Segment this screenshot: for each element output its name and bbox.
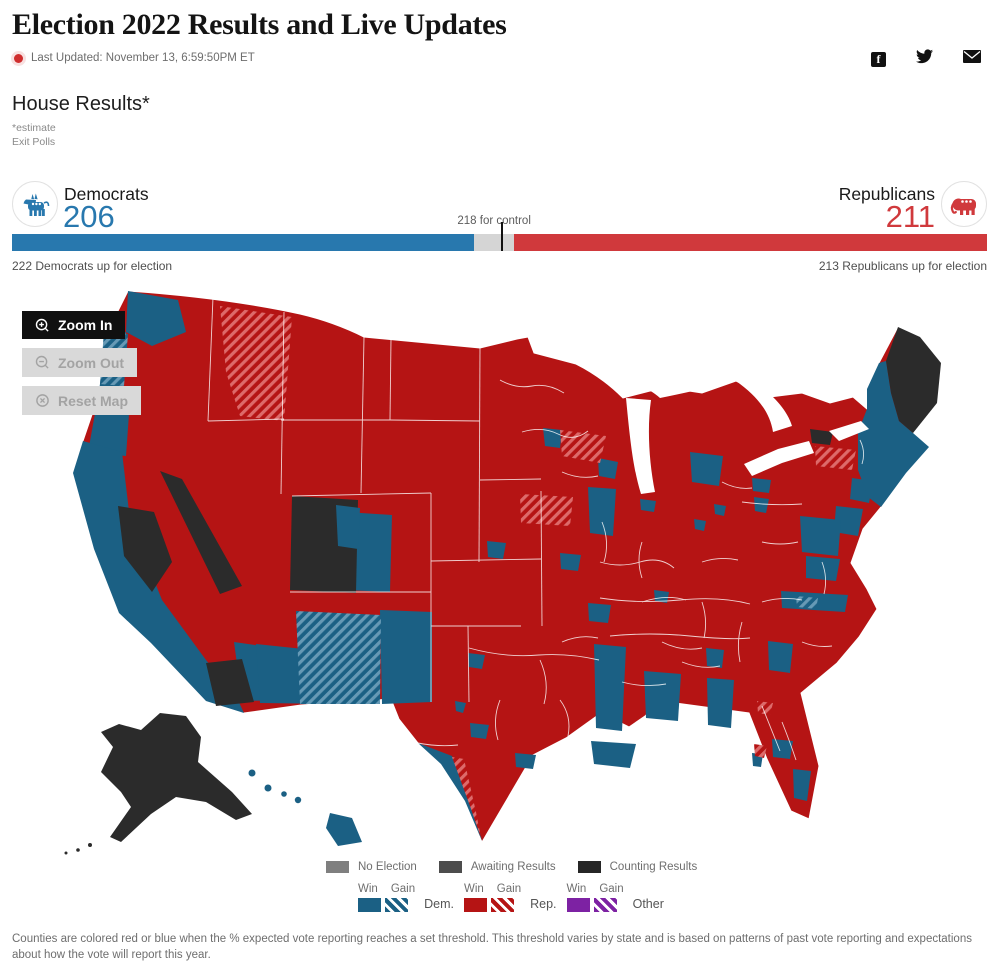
map-republican-gain-districts	[220, 306, 856, 838]
reset-map-icon	[36, 394, 49, 407]
map-legend: No Election Awaiting Results Counting Re…	[326, 861, 719, 912]
zoom-in-button[interactable]: Zoom In	[22, 311, 126, 339]
republicans-label: Republicans	[838, 184, 935, 204]
democrats-label: Democrats	[64, 184, 149, 204]
zoom-out-label: Zoom Out	[58, 354, 125, 371]
facebook-icon[interactable]: f	[871, 51, 886, 67]
republican-bar-segment	[514, 234, 987, 251]
twitter-icon[interactable]	[916, 49, 933, 69]
us-house-map[interactable]	[0, 283, 993, 860]
social-share-bar: f	[871, 49, 981, 69]
page-title: Election 2022 Results and Live Updates	[12, 8, 507, 41]
email-icon[interactable]	[963, 50, 981, 68]
dem-legend-label: Dem.	[424, 897, 454, 911]
dem-win-swatch	[358, 898, 381, 912]
us-house-map-container	[0, 283, 993, 860]
legend-rep: Win Gain Rep.	[463, 883, 557, 912]
republicans-up-for-election: 213 Republicans up for election	[818, 259, 987, 273]
other-win-label: Win	[566, 883, 587, 895]
rep-win-label: Win	[463, 883, 484, 895]
legend-awaiting-results: Awaiting Results	[438, 861, 556, 873]
other-gain-label: Gain	[599, 883, 624, 895]
reset-map-button[interactable]: Reset Map	[22, 386, 142, 415]
control-threshold-label: 218 for control	[457, 215, 531, 227]
awaiting-results-label: Awaiting Results	[470, 861, 556, 873]
no-election-label: No Election	[358, 861, 417, 873]
other-win-swatch	[566, 898, 590, 912]
section-title: House Results*	[12, 93, 150, 115]
republican-avatar	[941, 181, 987, 227]
map-alaska	[64, 713, 252, 855]
map-utah-blue-district	[336, 505, 360, 549]
dem-gain-label: Gain	[390, 883, 416, 895]
last-updated-row: Last Updated: November 13, 6:59:50PM ET	[14, 52, 255, 64]
democrat-avatar	[12, 181, 58, 227]
control-threshold-tick	[500, 222, 503, 251]
legend-other: Win Gain Other	[566, 883, 664, 912]
elephant-icon	[950, 198, 976, 215]
zoom-out-button[interactable]: Zoom Out	[22, 348, 138, 377]
zoom-out-icon	[35, 355, 49, 369]
legend-status-row: No Election Awaiting Results Counting Re…	[326, 861, 719, 873]
rep-gain-swatch	[490, 898, 514, 912]
donkey-icon	[23, 193, 50, 216]
awaiting-results-swatch	[438, 861, 462, 873]
map-hawaii	[248, 769, 362, 846]
legend-counting-results: Counting Results	[577, 861, 698, 873]
rep-gain-label: Gain	[496, 883, 522, 895]
democrat-bar-segment	[12, 234, 474, 251]
legend-party-row: Win Gain Dem. Win Gain Rep. Win Gain	[358, 883, 719, 912]
legend-dem: Win Gain Dem.	[358, 883, 454, 912]
zoom-in-label: Zoom In	[58, 317, 113, 333]
democrats-seat-count: 206	[63, 199, 115, 234]
other-legend-label: Other	[632, 897, 664, 911]
map-great-lakes	[572, 355, 869, 494]
zoom-in-icon	[35, 318, 49, 332]
no-election-swatch	[326, 861, 349, 873]
map-methodology-note: Counties are colored red or blue when th…	[12, 933, 972, 961]
other-gain-swatch	[593, 898, 617, 912]
exit-polls-link[interactable]: Exit Polls	[12, 136, 56, 148]
dem-gain-swatch	[385, 898, 408, 912]
live-indicator-icon	[14, 53, 23, 63]
last-updated-text: Last Updated: November 13, 6:59:50PM ET	[31, 52, 255, 64]
counting-results-swatch	[577, 861, 601, 873]
republicans-seat-count: 211	[885, 199, 935, 234]
rep-win-swatch	[463, 898, 487, 912]
estimate-note: *estimate	[12, 122, 56, 134]
legend-no-election: No Election	[326, 861, 417, 873]
map-district-borders	[207, 296, 865, 761]
rep-legend-label: Rep.	[530, 897, 557, 911]
counting-results-label: Counting Results	[609, 861, 698, 873]
dem-win-label: Win	[358, 883, 378, 895]
balance-of-power-bar	[12, 222, 987, 251]
reset-map-label: Reset Map	[58, 392, 129, 409]
democrats-up-for-election: 222 Democrats up for election	[12, 259, 173, 273]
